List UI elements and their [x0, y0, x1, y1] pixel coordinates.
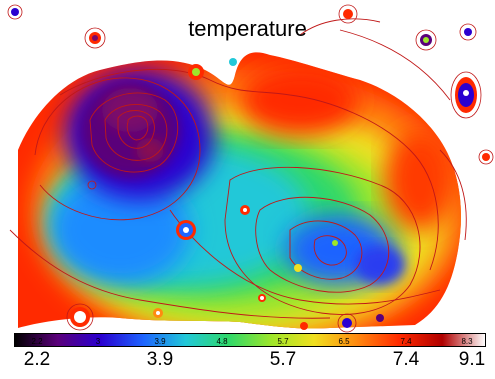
colorbar-minor-tick-label: 4.8	[216, 337, 228, 346]
colorbar-minor-tick-label: 3	[95, 337, 101, 346]
colorbar-major-tick-label: 5.7	[269, 349, 297, 370]
colorbar-major-tick-label: 2.2	[23, 349, 51, 370]
colorbar	[14, 333, 486, 347]
colorbar-minor-tick-label: 3.9	[154, 337, 166, 346]
contour-lines	[9, 18, 467, 319]
colorbar-minor-tick-label: 6.5	[338, 337, 350, 346]
colorbar-major-tick-label: 9.1	[458, 349, 486, 370]
colorbar-minor-tick-label: 5.7	[277, 337, 289, 346]
colorbar-minor-tick-label: 8.3	[461, 337, 473, 346]
point-sources	[7, 4, 494, 333]
colorbar-minor-tick-label: 7.4	[400, 337, 412, 346]
colorbar-major-tick-label: 3.9	[146, 349, 174, 370]
map-field	[18, 52, 461, 329]
colorbar-major-tick-label: 7.4	[392, 349, 420, 370]
colorbar-minor-tick-label: 2.2	[31, 337, 43, 346]
figure-title: temperature	[188, 16, 307, 41]
